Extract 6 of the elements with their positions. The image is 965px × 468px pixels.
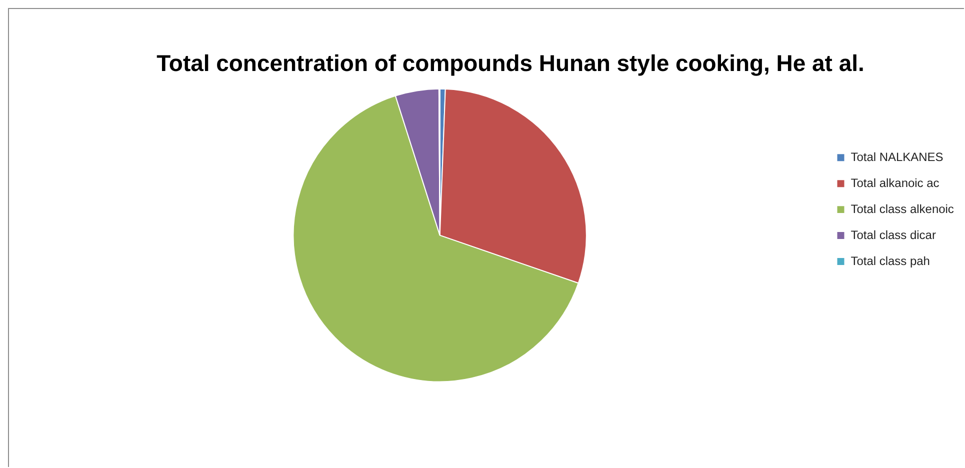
- legend-label: Total class alkenoic: [850, 202, 954, 216]
- legend-label: Total NALKANES: [850, 150, 944, 164]
- legend-label: Total class dicar: [850, 228, 936, 242]
- chart-title: Total concentration of compounds Hunan style cooking, He at al.: [156, 50, 864, 76]
- legend-label: Total class pah: [850, 254, 930, 268]
- legend-label: Total alkanoic ac: [850, 176, 940, 190]
